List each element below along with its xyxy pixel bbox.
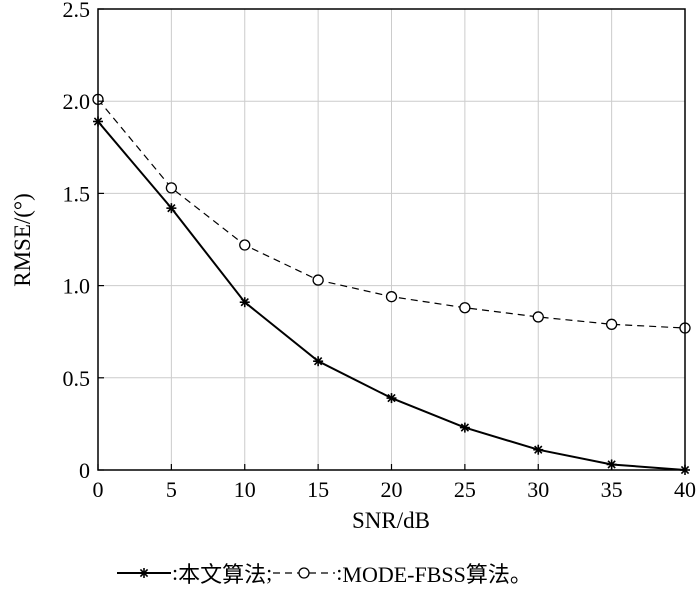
y-tick-label: 1.5 xyxy=(63,181,91,206)
y-tick-labels: 0 0.5 1.0 1.5 2.0 2.5 xyxy=(63,0,91,483)
series-1-point xyxy=(459,422,470,433)
series-2-point xyxy=(459,302,471,314)
x-tick-label: 15 xyxy=(307,477,329,502)
y-tick-label: 1.0 xyxy=(63,274,91,299)
y-tick-label: 0 xyxy=(79,458,90,483)
x-tick-label: 40 xyxy=(674,477,696,502)
x-tick-label: 20 xyxy=(381,477,403,502)
legend-label-series-2: MODE-FBSS算法 xyxy=(342,562,510,587)
x-tick-label: 35 xyxy=(601,477,623,502)
legend: : 本文算法 ; : MODE-FBSS算法 。 xyxy=(116,560,532,587)
x-tick-label: 30 xyxy=(527,477,549,502)
legend-sep-3: : xyxy=(336,560,343,585)
series-1-point xyxy=(313,356,324,367)
series-2-point xyxy=(165,182,178,194)
legend-dashed-circle-symbol xyxy=(273,567,336,579)
legend-label-series-1: 本文算法 xyxy=(178,562,267,587)
series-2-point xyxy=(312,274,324,286)
series-group xyxy=(92,93,691,475)
x-tick-label: 25 xyxy=(454,477,476,502)
y-tick-label: 2.0 xyxy=(63,89,91,114)
series-2-point xyxy=(532,311,544,323)
series-2-point xyxy=(239,239,251,251)
legend-sep-1: : xyxy=(172,560,179,585)
series-1-point xyxy=(239,297,250,308)
x-tick-label: 5 xyxy=(166,477,177,502)
tick-marks xyxy=(97,8,686,471)
grid-lines xyxy=(97,8,686,471)
series-2-point xyxy=(605,318,618,330)
legend-sep-2: ; xyxy=(266,560,273,585)
y-tick-label: 0.5 xyxy=(63,366,91,391)
series-2-point xyxy=(385,291,398,303)
y-tick-label: 2.5 xyxy=(63,0,91,22)
x-tick-label: 0 xyxy=(93,477,104,502)
legend-solid-asterisk-symbol xyxy=(117,568,171,578)
series-1-point xyxy=(533,444,544,455)
x-tick-label: 10 xyxy=(234,477,256,502)
y-axis-title: RMSE/(°) xyxy=(10,193,35,287)
series-1-point xyxy=(386,393,397,404)
legend-end: 。 xyxy=(509,562,532,587)
x-axis-title: SNR/dB xyxy=(352,508,430,533)
x-tick-labels: 0 5 10 15 20 25 30 35 40 xyxy=(93,477,697,502)
series-1-point xyxy=(166,203,177,214)
